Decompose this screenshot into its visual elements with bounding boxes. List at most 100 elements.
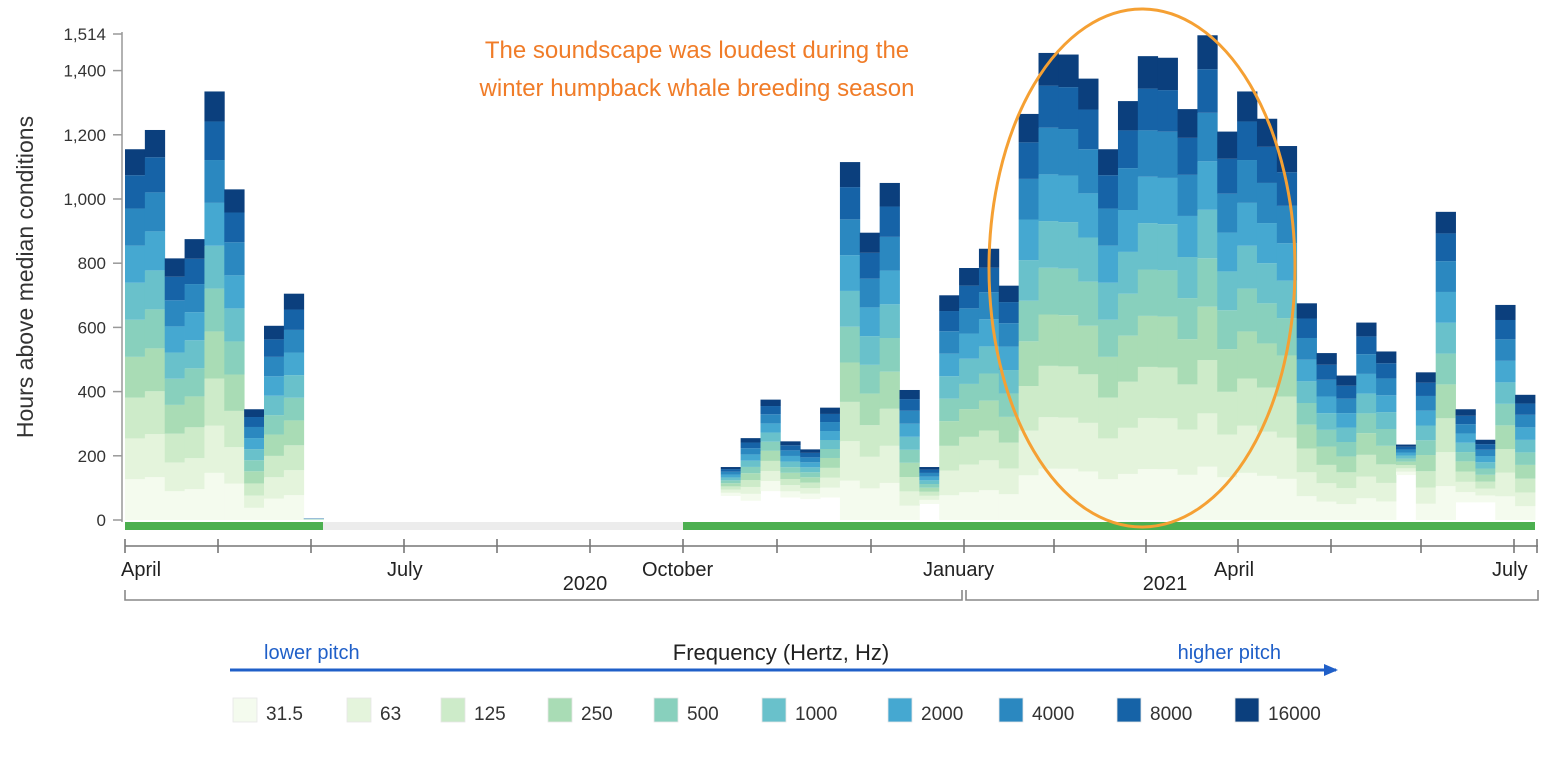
legend-label-8000: 8000	[1150, 704, 1192, 725]
bar-segment-2000	[1296, 359, 1317, 382]
bar-segment-250	[224, 374, 245, 411]
bar-segment-1000	[184, 340, 205, 369]
bar-segment-63	[1038, 417, 1059, 469]
bar-segment-8000	[204, 121, 225, 161]
year-bracket-2020	[124, 590, 963, 601]
bar-segment-125	[1495, 449, 1516, 473]
bar-segment-1000	[1078, 237, 1099, 282]
bar-segment-63	[820, 477, 841, 488]
bar-segment-500	[1376, 429, 1397, 446]
bar-segment-63	[264, 477, 285, 499]
bar-segment-125	[1256, 387, 1278, 432]
bar-segment-16000	[125, 149, 146, 176]
bar-segment-125	[1197, 360, 1218, 414]
bar-segment-31.5	[1137, 468, 1159, 520]
bar-segment-2000	[859, 307, 881, 337]
bar-segment-125	[184, 427, 205, 459]
legend-label-2000: 2000	[921, 704, 963, 725]
bar-segment-31.5	[1177, 474, 1198, 520]
highlight-ellipse	[987, 7, 1297, 529]
bar-segment-2000	[283, 352, 305, 376]
bar-segment-4000	[959, 308, 980, 334]
bar-segment-1000	[1356, 393, 1377, 414]
bar-segment-4000	[1177, 174, 1198, 216]
bar-segment-8000	[820, 413, 841, 423]
bar-segment-8000	[1078, 109, 1099, 150]
bar-segment-8000	[800, 452, 821, 458]
bar-segment-250	[720, 483, 742, 487]
bar-segment-1000	[1296, 381, 1317, 403]
bar-segment-125	[740, 480, 761, 487]
bar-segment-31.5	[1395, 471, 1417, 476]
bar-segment-16000	[1415, 372, 1437, 383]
x-ticks	[124, 539, 1538, 553]
bar-segment-250	[780, 472, 801, 479]
y-tick-label: 1,400	[63, 62, 106, 81]
bar-segment-4000	[1495, 339, 1516, 361]
bar-segment-2000	[1256, 223, 1278, 264]
bar-segment-250	[1395, 461, 1417, 465]
bar-segment-125	[1117, 381, 1139, 428]
bar-segment-63	[899, 491, 920, 506]
bar-segment-4000	[1157, 131, 1178, 178]
bar-segment-31.5	[780, 491, 801, 498]
bar-segment-4000	[1217, 193, 1238, 233]
bar-segment-8000	[740, 442, 761, 449]
bar-segment-1000	[800, 467, 821, 473]
bar-segment-4000	[760, 414, 781, 424]
bar-segment-125	[780, 478, 801, 486]
bar-segment-16000	[1336, 375, 1357, 386]
bar-segment-4000	[998, 323, 1020, 347]
bar-segment-500	[1316, 429, 1337, 447]
bar-segment-8000	[144, 157, 166, 193]
bar-segment-4000	[1415, 395, 1437, 411]
bar-segment-16000	[1217, 131, 1238, 159]
month-label-july-2021: July	[1492, 559, 1528, 581]
bar-segment-4000	[224, 242, 245, 276]
bar-segment-8000	[1395, 446, 1417, 450]
bar-segment-125	[978, 430, 1000, 461]
bar-segment-31.5	[1276, 478, 1298, 520]
bar-segment-4000	[1038, 127, 1059, 175]
bar-segment-1000	[720, 477, 742, 481]
bar-segment-16000	[164, 258, 185, 277]
bar-segment-4000	[264, 356, 285, 377]
bar-segment-250	[244, 471, 265, 484]
bar-segment-31.5	[1435, 486, 1456, 520]
bar-segment-125	[164, 433, 185, 463]
bar-segment-1000	[760, 432, 781, 442]
y-tick-label: 1,000	[63, 190, 106, 209]
bar-segment-1000	[839, 290, 861, 327]
bar-segment-1000	[204, 245, 225, 289]
bar-segment-500	[1415, 440, 1437, 456]
bar-segment-16000	[1137, 56, 1159, 89]
bar-segment-31.5	[800, 493, 821, 500]
bar-segment-63	[740, 486, 761, 494]
bar-segment-4000	[283, 329, 305, 353]
bar-segment-2000	[164, 326, 185, 353]
bar-segment-250	[1475, 474, 1496, 482]
bar-segment-16000	[283, 293, 305, 310]
bar-segment-1000	[879, 304, 900, 338]
bar-segment-4000	[1058, 129, 1079, 176]
bar-segment-1000	[1157, 224, 1178, 271]
bar-segment-250	[978, 400, 1000, 431]
bar-segment-2000	[1376, 395, 1397, 413]
bar-segment-125	[204, 378, 225, 426]
legend-swatch-4000	[998, 697, 1024, 723]
bar-segment-125	[1098, 397, 1119, 439]
bar-segment-8000	[839, 187, 861, 220]
bar-segment-4000	[780, 450, 801, 456]
bar-segment-125	[1475, 481, 1496, 489]
bar-segment-500	[1336, 442, 1357, 457]
bar-segment-2000	[1495, 360, 1516, 383]
bar-segment-125	[800, 482, 821, 489]
bar-segment-8000	[244, 417, 265, 427]
bar-segment-125	[1137, 366, 1159, 418]
bar-segment-8000	[760, 406, 781, 415]
bar-segment-1000	[1336, 427, 1357, 442]
bar-segment-500	[760, 441, 781, 451]
bar-segment-31.5	[1197, 466, 1218, 520]
bar-segment-16000	[839, 162, 861, 188]
